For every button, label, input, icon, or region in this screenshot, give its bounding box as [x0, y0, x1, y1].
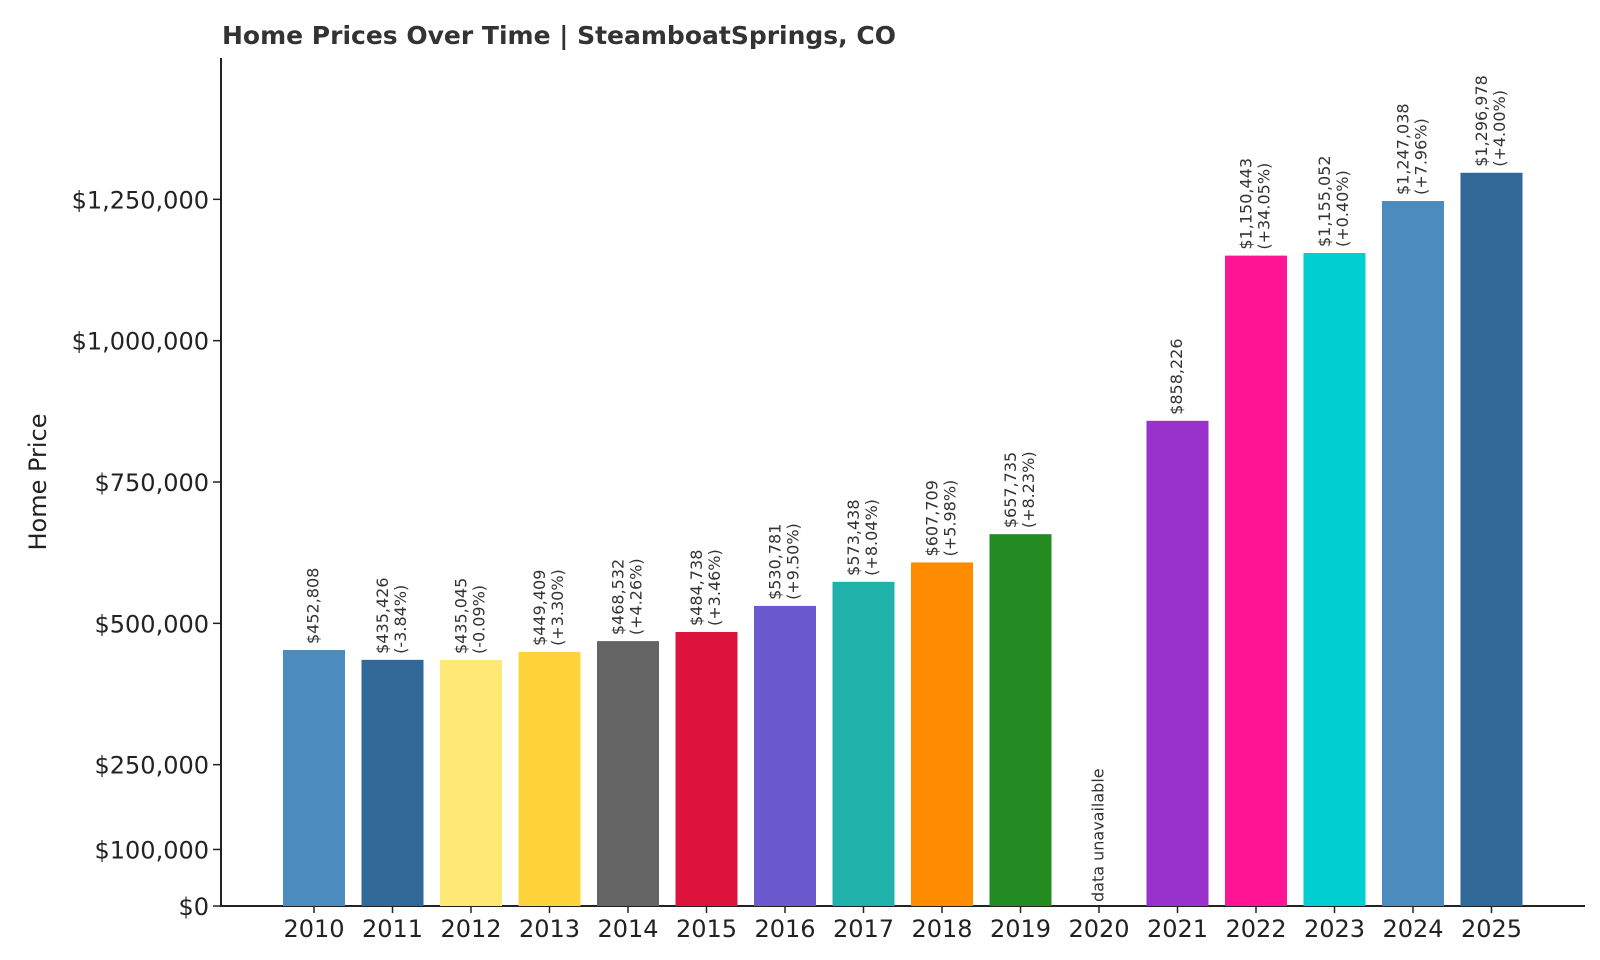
y-tick-label: $1,000,000 — [72, 328, 209, 356]
bar-2023 — [1303, 253, 1366, 906]
data-label-value: $858,226 — [1167, 338, 1186, 414]
bar-2025 — [1460, 172, 1523, 907]
y-tick-label: $250,000 — [94, 752, 209, 780]
data-label-change: (+7.96%) — [1412, 118, 1431, 195]
x-tick-label: 2014 — [597, 915, 658, 943]
bar-2016 — [754, 605, 816, 906]
bar-2024 — [1382, 201, 1444, 907]
x-ticks: 2010 2011 2012 2013 2014 2015 2016 2017 2018 2019… — [283, 906, 1522, 943]
data-label-change: (+8.23%) — [1019, 451, 1038, 528]
bar-2010 — [283, 650, 345, 906]
x-tick-label: 2011 — [362, 915, 423, 943]
bar-2021 — [1146, 420, 1209, 906]
data-label-value: $1,155,052 — [1315, 155, 1334, 247]
data-label-value: $530,781 — [766, 524, 785, 600]
chart-title: Home Prices Over Time | SteamboatSprings… — [222, 21, 896, 50]
x-tick-label: 2022 — [1225, 915, 1286, 943]
data-label-change: (+9.50%) — [784, 523, 803, 600]
y-tick-label: $500,000 — [94, 610, 209, 638]
data-label-value: $452,808 — [304, 568, 323, 644]
y-axis-label: Home Price — [24, 413, 52, 550]
x-tick-label: 2016 — [754, 915, 815, 943]
data-label-value: $657,735 — [1001, 452, 1020, 528]
bar-2011 — [361, 659, 424, 906]
data-labels: $452,808 $435,426 (-3.84%) $435,045 (-0.09%)… — [304, 75, 1510, 902]
bar-2014 — [597, 641, 659, 906]
x-tick-label: 2015 — [676, 915, 737, 943]
x-tick-label: 2010 — [283, 915, 344, 943]
data-label-value: $449,409 — [530, 570, 549, 646]
data-label-change: (+3.46%) — [705, 549, 724, 626]
y-tick-label: $100,000 — [94, 836, 209, 864]
data-label-value: $1,296,978 — [1472, 75, 1491, 167]
x-tick-label: 2023 — [1304, 915, 1365, 943]
data-label-change: (+0.40%) — [1333, 170, 1352, 247]
data-label-change: (+8.04%) — [862, 499, 881, 576]
data-label-change: (+4.26%) — [627, 558, 646, 635]
data-label-change: (+34.05%) — [1255, 163, 1274, 250]
bars — [283, 172, 1523, 907]
data-label-value: $468,532 — [609, 559, 628, 635]
data-label-change: (-3.84%) — [391, 585, 410, 654]
bar-2012 — [440, 660, 502, 906]
bar-2015 — [675, 631, 738, 906]
x-tick-label: 2017 — [833, 915, 894, 943]
x-tick-label: 2021 — [1147, 915, 1208, 943]
bar-2017 — [832, 581, 895, 906]
bar-2018 — [911, 562, 973, 906]
y-tick-label: $0 — [178, 893, 209, 921]
bar-2022 — [1225, 255, 1287, 907]
x-tick-label: 2013 — [519, 915, 580, 943]
y-tick-label: $1,250,000 — [72, 186, 209, 214]
bar-2013 — [518, 651, 581, 906]
data-label-change: (+3.30%) — [548, 569, 567, 646]
data-label-value: $607,709 — [923, 480, 942, 556]
data-label-change: (+5.98%) — [941, 480, 960, 557]
x-tick-label: 2012 — [440, 915, 501, 943]
data-label-change: (+4.00%) — [1490, 90, 1509, 167]
x-tick-label: 2019 — [990, 915, 1051, 943]
data-label-value: $435,426 — [373, 577, 392, 653]
y-ticks: $0 $100,000 $250,000 $500,000 $750,000 $1,000… — [72, 186, 221, 921]
data-label-value: $1,247,038 — [1394, 103, 1413, 195]
x-tick-label: 2020 — [1068, 915, 1129, 943]
bar-2019 — [989, 534, 1052, 906]
data-label-value: data unavailable — [1089, 768, 1108, 902]
y-tick-label: $750,000 — [94, 469, 209, 497]
data-label-value: $435,045 — [452, 578, 471, 654]
data-label-value: $573,438 — [844, 499, 863, 575]
data-label-value: $484,738 — [687, 550, 706, 626]
x-tick-label: 2025 — [1461, 915, 1522, 943]
data-label-value: $1,150,443 — [1237, 158, 1256, 250]
x-tick-label: 2024 — [1382, 915, 1443, 943]
data-label-change: (-0.09%) — [470, 585, 489, 654]
x-tick-label: 2018 — [911, 915, 972, 943]
